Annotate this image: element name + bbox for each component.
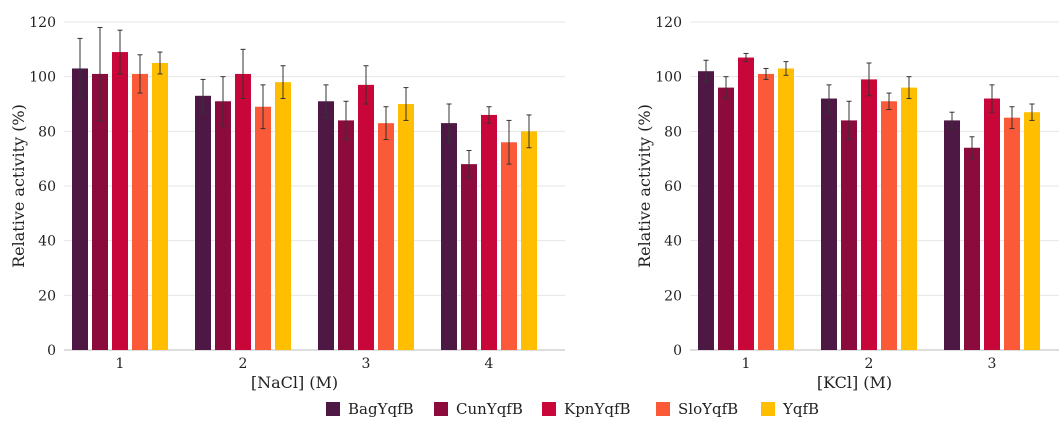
bar-yqfb-4 [521,131,537,350]
legend-swatch-yqfb [761,402,775,416]
y-tick-label: 120 [655,15,682,31]
y-tick-label: 60 [664,179,682,195]
bar-cunyqfb-3 [338,120,354,351]
legend-swatch-kpnyqfb [542,402,556,416]
bar-bagyqfb-1 [72,68,88,350]
bar-yqfb-3 [1024,112,1040,350]
y-tick-label: 60 [38,179,56,195]
y-tick-label: 100 [655,70,682,86]
y-tick-label: 20 [664,288,682,304]
bar-yqfb-3 [398,104,414,350]
nacl-chart: 0 20 40 60 80 100 120 1 2 3 4 [NaCl] (M) Relative ac… [9,15,565,392]
y-tick-label: 80 [38,124,56,140]
y-axis-label: Relative activity (%) [9,104,28,268]
x-tick-label: 2 [865,356,874,372]
bar-cunyqfb-2 [841,120,857,351]
bar-sloyqfb-1 [132,73,148,350]
y-axis-label: Relative activity (%) [635,104,654,268]
bar-cunyqfb-1 [718,87,734,350]
bar-cunyqfb-4 [461,164,477,350]
x-tick-label: 1 [116,356,125,372]
bar-kpnyqfb-1 [738,57,754,351]
bar-sloyqfb-3 [1004,117,1020,351]
y-tick-label: 0 [673,343,682,359]
y-tick-label: 100 [29,70,56,86]
bar-yqfb-2 [275,82,291,350]
x-tick-label: 3 [362,356,371,372]
bar-kpnyqfb-2 [235,73,251,350]
x-tick-label: 3 [988,356,997,372]
legend: BagYqfB CunYqfB KpnYqfB SloYqfB YqfB [326,400,819,418]
y-tick-label: 80 [664,124,682,140]
x-tick-label: 2 [239,356,248,372]
legend-swatch-bagyqfb [326,402,340,416]
bar-yqfb-1 [152,63,168,350]
bar-kpnyqfb-3 [984,98,1000,351]
legend-swatch-sloyqfb [656,402,670,416]
x-axis-label: [NaCl] (M) [251,373,338,392]
bar-bagyqfb-2 [821,98,837,351]
bar-bagyqfb-3 [318,101,334,351]
bar-cunyqfb-3 [964,147,980,350]
bar-bagyqfb-2 [195,95,211,350]
bar-kpnyqfb-2 [861,79,877,351]
y-tick-label: 40 [664,234,682,250]
bar-bagyqfb-1 [698,71,714,350]
y-tick-label: 20 [38,288,56,304]
bar-kpnyqfb-4 [481,114,497,350]
legend-label-kpnyqfb: KpnYqfB [564,400,631,418]
y-tick-label: 0 [47,343,56,359]
legend-swatch-cunyqfb [434,402,448,416]
bar-bagyqfb-3 [944,120,960,351]
bar-sloyqfb-3 [378,123,394,350]
bar-cunyqfb-1 [92,73,108,350]
bar-kpnyqfb-3 [358,84,374,350]
x-tick-label: 4 [485,356,494,372]
legend-label-sloyqfb: SloYqfB [678,400,738,418]
bar-sloyqfb-4 [501,142,517,350]
kcl-chart: 0 20 40 60 80 100 120 1 2 3 [KCl] (M) Relative acti… [635,15,1059,392]
legend-label-yqfb: YqfB [782,400,819,418]
x-axis-label: [KCl] (M) [817,373,892,392]
legend-label-cunyqfb: CunYqfB [456,400,523,418]
legend-label-bagyqfb: BagYqfB [348,400,414,418]
bar-sloyqfb-2 [881,101,897,351]
bar-sloyqfb-1 [758,73,774,350]
x-tick-label: 1 [742,356,751,372]
bar-sloyqfb-2 [255,106,271,350]
bar-kpnyqfb-1 [112,52,128,351]
bar-yqfb-2 [901,87,917,350]
y-tick-label: 40 [38,234,56,250]
bar-cunyqfb-2 [215,101,231,351]
y-tick-label: 120 [29,15,56,31]
bar-bagyqfb-4 [441,123,457,350]
bar-yqfb-1 [778,68,794,350]
